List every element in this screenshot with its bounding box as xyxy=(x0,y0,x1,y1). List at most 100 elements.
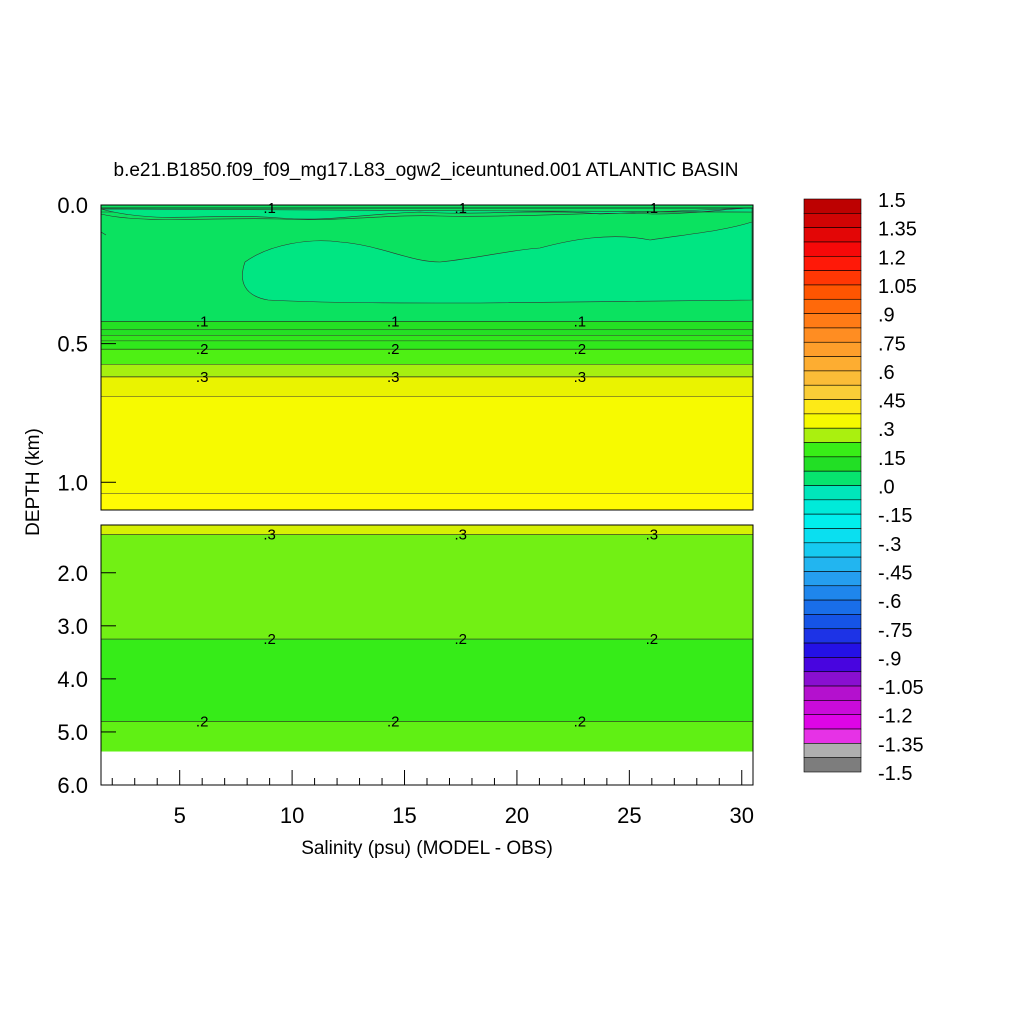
colorbar-box-0 xyxy=(803,198,862,214)
colorbar-box-35 xyxy=(803,700,862,715)
colorbar-label-17: -1.05 xyxy=(878,677,924,699)
colorbar-box-26 xyxy=(803,571,862,587)
colorbar-box-36 xyxy=(803,714,862,730)
lower-y-tick-label-4: 6.0 xyxy=(57,773,88,798)
colorbar-box-16 xyxy=(803,427,862,443)
upper-contour-label-2-2: .2 xyxy=(574,341,587,358)
colorbar-box-23 xyxy=(803,528,862,544)
upper-contour-label-0-1: .1 xyxy=(454,200,467,217)
colorbar-label-16: -.9 xyxy=(878,648,901,670)
lower-y-tick-label-3: 5.0 xyxy=(57,720,88,745)
x-tick-label-2: 15 xyxy=(392,803,416,828)
upper-y-tick-label-0: 0.0 xyxy=(57,193,88,218)
x-tick-label-1: 10 xyxy=(280,803,304,828)
x-axis-label: Salinity (psu) (MODEL - OBS) xyxy=(301,838,553,859)
lower-contour-label-0-2: .3 xyxy=(646,527,659,544)
upper-panel: .1 .1 .1 .1 .1 .1 .2 .2 .2 .3 .3 .3 xyxy=(100,200,754,511)
colorbar-box-32 xyxy=(803,657,862,673)
colorbar-box-5 xyxy=(803,270,862,286)
lower-band-3 xyxy=(101,721,753,752)
colorbar-box-27 xyxy=(803,585,862,601)
lower-contour-label-1-1: .2 xyxy=(454,631,467,648)
colorbar-label-7: .45 xyxy=(878,391,906,413)
colorbar-label-5: .75 xyxy=(878,333,906,355)
colorbar: 1.5 1.35 1.2 1.05 .9 .75 .6 .45 .3 .15 .0 -.15 -.3 -.… xyxy=(803,190,924,785)
x-tick-label-4: 25 xyxy=(617,803,641,828)
colorbar-box-6 xyxy=(803,284,862,300)
x-tick-label-5: 30 xyxy=(730,803,754,828)
colorbar-box-11 xyxy=(803,356,862,372)
upper-contour-label-3-0: .3 xyxy=(196,369,209,386)
upper-contour-label-3-2: .3 xyxy=(574,369,587,386)
colorbar-box-15 xyxy=(803,413,862,429)
lower-contour-label-2-2: .2 xyxy=(574,713,587,730)
colorbar-box-4 xyxy=(803,255,862,271)
lower-band-0 xyxy=(101,525,753,535)
colorbar-box-39 xyxy=(803,757,862,773)
lower-contour-label-0-0: .3 xyxy=(263,527,276,544)
colorbar-label-12: -.3 xyxy=(878,534,901,556)
colorbar-box-22 xyxy=(803,513,862,529)
lower-band-2 xyxy=(101,639,753,722)
colorbar-label-0: 1.5 xyxy=(878,190,906,212)
colorbar-label-1: 1.35 xyxy=(878,219,917,241)
colorbar-box-24 xyxy=(803,542,862,558)
colorbar-box-30 xyxy=(803,628,862,644)
colorbar-box-10 xyxy=(803,341,862,357)
lower-y-tick-label-1: 3.0 xyxy=(57,614,88,639)
colorbar-label-10: .0 xyxy=(878,477,895,499)
lower-contour-label-0-1: .3 xyxy=(454,527,467,544)
lower-band-1 xyxy=(101,534,753,640)
colorbar-label-14: -.6 xyxy=(878,591,901,613)
upper-contour-label-0-2: .1 xyxy=(646,200,659,217)
upper-contour-label-2-1: .2 xyxy=(387,341,400,358)
x-tick-label-0: 5 xyxy=(174,803,186,828)
lower-y-tick-label-2: 4.0 xyxy=(57,667,88,692)
upper-band-2 xyxy=(101,335,753,350)
colorbar-box-7 xyxy=(803,298,862,314)
colorbar-label-11: -.15 xyxy=(878,505,912,527)
colorbar-label-15: -.75 xyxy=(878,620,912,642)
colorbar-box-28 xyxy=(803,599,862,615)
colorbar-box-25 xyxy=(803,556,862,572)
colorbar-label-3: 1.05 xyxy=(878,276,917,298)
colorbar-box-2 xyxy=(803,227,862,243)
colorbar-label-4: .9 xyxy=(878,305,895,327)
upper-panel-frame xyxy=(100,204,754,511)
upper-band-7 xyxy=(101,493,753,510)
upper-contour-label-3-1: .3 xyxy=(387,369,400,386)
lower-y-tick-label-0: 2.0 xyxy=(57,561,88,586)
colorbar-label-20: -1.5 xyxy=(878,763,912,785)
upper-y-tick-label-1: 0.5 xyxy=(57,332,88,357)
axes: 5 10 15 20 25 30 0.0 0.5 1.0 2.0 3.0 4.0 5.0 6.0 xyxy=(57,193,754,828)
lower-contour-label-2-1: .2 xyxy=(387,713,400,730)
upper-band-1 xyxy=(101,321,753,336)
lower-contour-label-1-2: .2 xyxy=(646,631,659,648)
upper-y-tick-label-2: 1.0 xyxy=(57,470,88,495)
x-tick-label-3: 20 xyxy=(505,803,529,828)
colorbar-label-2: 1.2 xyxy=(878,247,906,269)
upper-band-3 xyxy=(101,349,753,365)
colorbar-box-17 xyxy=(803,442,862,458)
colorbar-box-29 xyxy=(803,614,862,630)
colorbar-box-13 xyxy=(803,384,862,400)
lower-contour-label-1-0: .2 xyxy=(263,631,276,648)
colorbar-box-3 xyxy=(803,241,862,257)
colorbar-box-19 xyxy=(803,470,862,486)
colorbar-box-9 xyxy=(803,327,862,343)
surface-contour-line xyxy=(100,207,753,220)
colorbar-label-9: .15 xyxy=(878,448,906,470)
upper-band-6 xyxy=(101,396,753,494)
colorbar-box-18 xyxy=(803,456,862,472)
mid-patch-region xyxy=(100,207,753,304)
chart-title: b.e21.B1850.f09_f09_mg17.L83_ogw2_iceunt… xyxy=(114,160,739,181)
lower-panel: .3 .3 .3 .2 .2 .2 .2 .2 .2 xyxy=(100,524,754,786)
upper-contour-label-1-0: .1 xyxy=(196,313,209,330)
upper-contour-label-1-2: .1 xyxy=(574,313,587,330)
upper-contour-label-2-0: .2 xyxy=(196,341,209,358)
colorbar-label-18: -1.2 xyxy=(878,706,912,728)
colorbar-box-31 xyxy=(803,642,862,658)
colorbar-label-13: -.45 xyxy=(878,562,912,584)
colorbar-box-20 xyxy=(803,485,862,501)
